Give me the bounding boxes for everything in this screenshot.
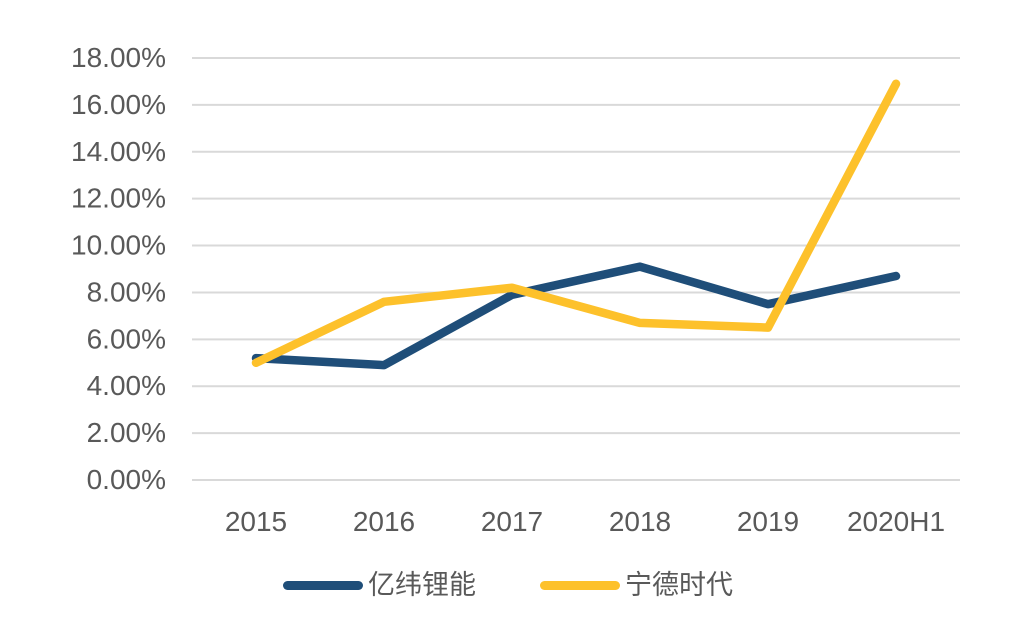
legend-swatch-eve [283, 581, 363, 590]
y-tick-label: 12.00% [71, 183, 166, 214]
y-tick-label: 10.00% [71, 230, 166, 261]
x-tick-label: 2017 [481, 506, 543, 537]
series-line-0 [251, 262, 901, 370]
x-tick-label: 2015 [225, 506, 287, 537]
series-line-1 [251, 79, 901, 368]
legend-swatch-catl [540, 581, 620, 590]
y-tick-label: 18.00% [71, 42, 166, 73]
legend-item-catl: 宁德时代 [540, 572, 733, 599]
x-tick-label: 2016 [353, 506, 415, 537]
y-tick-label: 2.00% [87, 417, 166, 448]
y-tick-label: 14.00% [71, 136, 166, 167]
y-tick-label: 4.00% [87, 370, 166, 401]
y-tick-label: 6.00% [87, 323, 166, 354]
y-tick-label: 16.00% [71, 89, 166, 120]
legend-label-catl: 宁德时代 [625, 570, 733, 600]
legend: 亿纬锂能 宁德时代 [0, 572, 1016, 599]
y-tick-label: 8.00% [87, 276, 166, 307]
x-tick-label: 2019 [737, 506, 799, 537]
y-tick-label: 0.00% [87, 464, 166, 495]
x-tick-label: 2018 [609, 506, 671, 537]
x-tick-label: 2020H1 [847, 506, 945, 537]
legend-label-eve: 亿纬锂能 [368, 570, 476, 600]
legend-item-eve: 亿纬锂能 [283, 572, 476, 599]
